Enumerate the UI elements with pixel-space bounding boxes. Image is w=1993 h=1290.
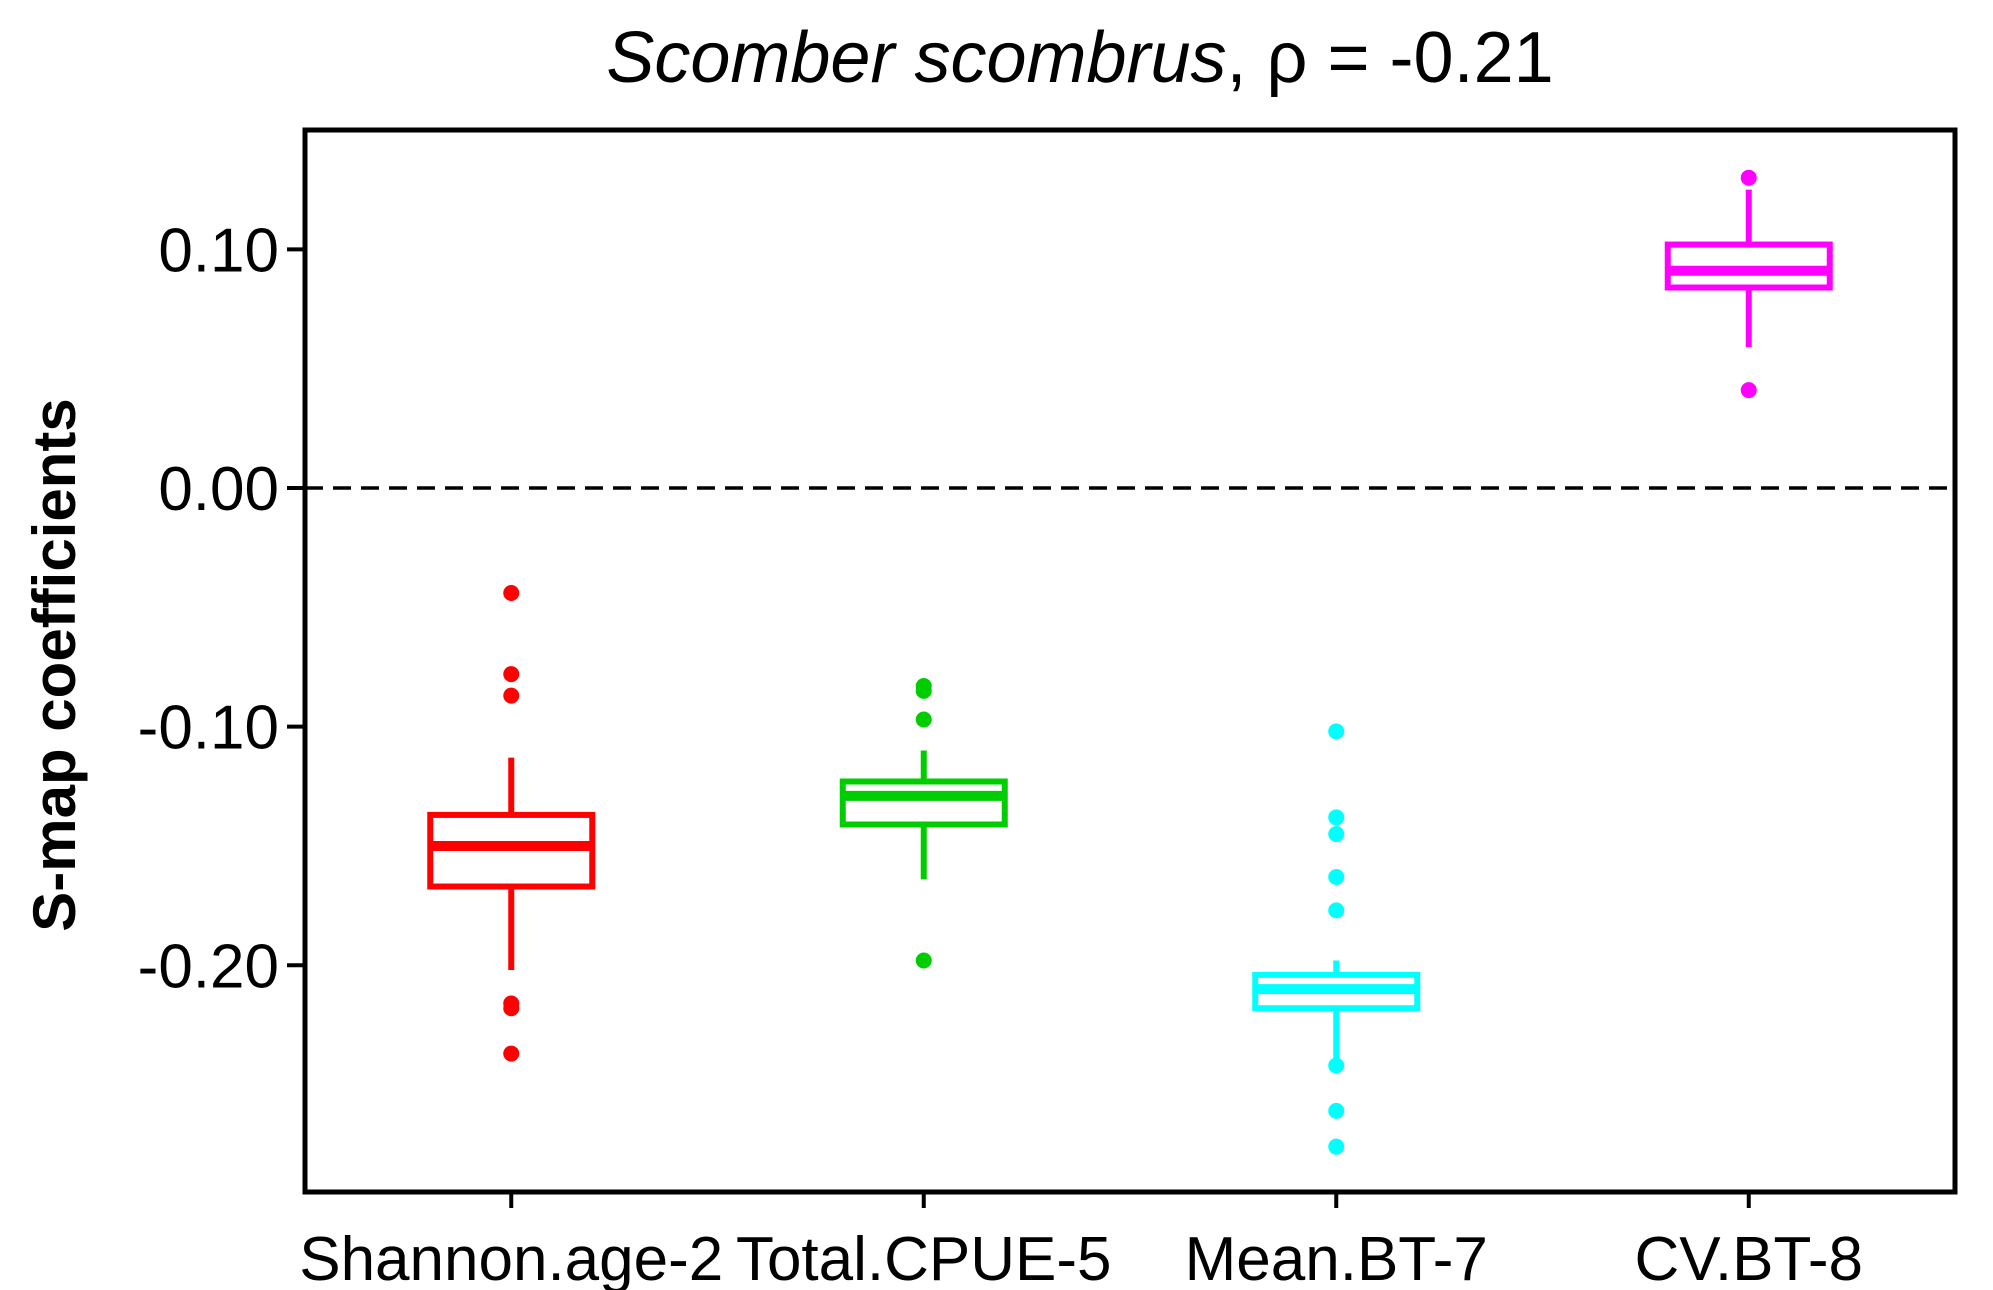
- x-tick-label: Shannon.age-2: [299, 1225, 723, 1290]
- outlier-point: [1328, 723, 1345, 740]
- x-tick-label: CV.BT-8: [1634, 1225, 1863, 1290]
- plot-frame: [302, 127, 1958, 1195]
- outlier-point: [503, 687, 520, 704]
- x-tick-label: Mean.BT-7: [1185, 1225, 1488, 1290]
- outlier-point: [915, 682, 932, 699]
- outlier-point: [1740, 382, 1757, 399]
- y-tick-label: 0.00: [158, 455, 279, 524]
- x-tick-label: Total.CPUE-5: [736, 1225, 1112, 1290]
- outlier-point: [1328, 1102, 1345, 1119]
- chart-title-species: Scomber scombrus: [606, 18, 1226, 98]
- outlier-point: [1328, 809, 1345, 826]
- outlier-point: [1328, 1057, 1345, 1074]
- outlier-point: [503, 1000, 520, 1017]
- y-tick-label: 0.10: [158, 216, 279, 285]
- outlier-point: [915, 952, 932, 969]
- y-tick-label: -0.10: [138, 694, 279, 763]
- y-tick-label: -0.20: [138, 932, 279, 1001]
- outlier-point: [503, 584, 520, 601]
- outlier-point: [503, 1045, 520, 1062]
- outlier-point: [1328, 1138, 1345, 1155]
- outlier-point: [1328, 868, 1345, 885]
- outlier-point: [503, 666, 520, 683]
- outlier-point: [915, 711, 932, 728]
- outlier-point: [1740, 169, 1757, 186]
- plot-area: 0.10 0.00 -0.10 -0.20 Shannon.age-2 Total.CPU…: [138, 169, 1955, 1290]
- box-iqr: [839, 778, 1008, 828]
- outlier-point: [1328, 826, 1345, 843]
- y-axis-label: S-map coefficients: [21, 398, 88, 931]
- outlier-point: [1328, 902, 1345, 919]
- chart-title: Scomber scombrus, ρ = -0.21: [606, 18, 1553, 98]
- chart-title-rho: , ρ = -0.21: [1227, 18, 1554, 98]
